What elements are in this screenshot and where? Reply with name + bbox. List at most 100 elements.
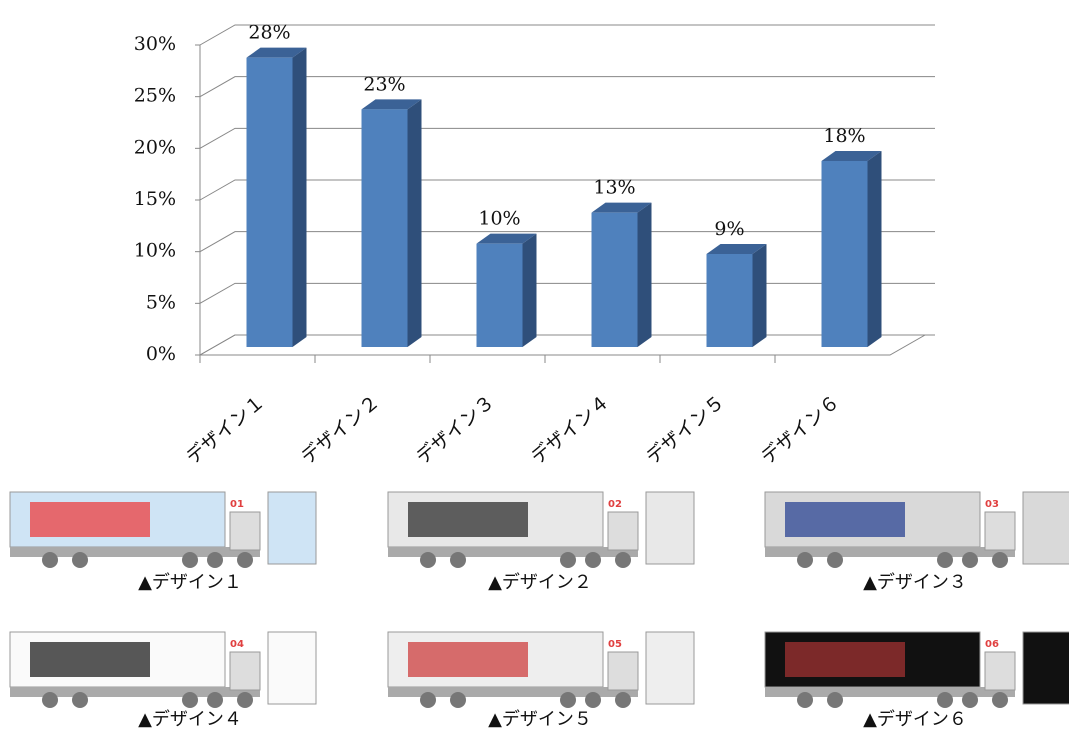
y-tick-label: 0% bbox=[146, 343, 176, 365]
grid-line bbox=[199, 76, 935, 98]
truck-image: 06 bbox=[764, 631, 1069, 708]
grid-line bbox=[199, 24, 935, 46]
wheel bbox=[237, 692, 253, 708]
value-label: 23% bbox=[363, 73, 405, 95]
bar-top bbox=[361, 99, 422, 110]
truck-badge: 02 bbox=[608, 499, 622, 510]
wheel bbox=[797, 552, 813, 568]
wheel bbox=[585, 552, 601, 568]
truck-art bbox=[785, 502, 905, 537]
grid-line bbox=[199, 334, 935, 356]
bar bbox=[706, 254, 753, 347]
value-label: 18% bbox=[823, 125, 865, 147]
truck-badge: 03 bbox=[985, 499, 999, 510]
truck-rear bbox=[1022, 491, 1069, 565]
truck-chassis bbox=[388, 547, 638, 557]
truck-art bbox=[785, 642, 905, 677]
wheel bbox=[615, 552, 631, 568]
y-tick-label: 5% bbox=[146, 291, 176, 313]
truck-chassis bbox=[10, 687, 260, 697]
truck-cab bbox=[607, 511, 639, 551]
wheel bbox=[560, 552, 576, 568]
wheel bbox=[207, 692, 223, 708]
x-tick-label: デザイン４ bbox=[527, 391, 614, 469]
wheel bbox=[182, 692, 198, 708]
wheel bbox=[237, 552, 253, 568]
caption: ▲デザイン３ bbox=[863, 572, 967, 593]
bar-side bbox=[637, 202, 652, 347]
y-tick-label: 30% bbox=[134, 33, 176, 55]
wheel bbox=[585, 692, 601, 708]
truck-art bbox=[408, 642, 528, 677]
bar-top bbox=[591, 202, 652, 213]
wheel bbox=[42, 552, 58, 568]
truck-cab bbox=[229, 651, 261, 691]
x-tick-label: デザイン２ bbox=[297, 391, 384, 469]
caption: ▲デザイン１ bbox=[138, 572, 242, 593]
truck-badge: 05 bbox=[608, 639, 622, 650]
wheel bbox=[72, 692, 88, 708]
truck-cab bbox=[984, 511, 1016, 551]
truck-art bbox=[408, 502, 528, 537]
wheel bbox=[827, 692, 843, 708]
truck-rear bbox=[267, 631, 317, 705]
truck-cab bbox=[229, 511, 261, 551]
truck-rear bbox=[1022, 631, 1069, 705]
bar-side bbox=[752, 244, 767, 347]
y-tick-label: 10% bbox=[134, 240, 176, 262]
x-tick-label: デザイン３ bbox=[412, 391, 499, 469]
bar-top bbox=[476, 233, 537, 244]
wheel bbox=[560, 692, 576, 708]
y-tick-label: 20% bbox=[134, 136, 176, 158]
grid-line bbox=[199, 127, 935, 149]
truck-image: 03 bbox=[764, 491, 1069, 568]
value-label: 13% bbox=[593, 177, 635, 199]
wheel bbox=[420, 552, 436, 568]
truck-image: 01 bbox=[9, 491, 317, 568]
wheel bbox=[992, 692, 1008, 708]
wheel bbox=[42, 692, 58, 708]
value-label: 28% bbox=[248, 22, 290, 44]
bar bbox=[591, 212, 638, 347]
x-tick-label: デザイン６ bbox=[757, 391, 844, 469]
bar bbox=[246, 57, 293, 348]
bar-top bbox=[821, 151, 882, 161]
bar-side bbox=[522, 233, 537, 347]
bar-top bbox=[706, 244, 767, 254]
wheel bbox=[450, 692, 466, 708]
truck-chassis bbox=[10, 547, 260, 557]
wheel bbox=[962, 692, 978, 708]
truck-badge: 01 bbox=[230, 499, 244, 510]
wheel bbox=[797, 692, 813, 708]
truck-chassis bbox=[765, 687, 1015, 697]
truck-badge: 04 bbox=[230, 639, 244, 650]
bar bbox=[476, 243, 523, 347]
truck-chassis bbox=[765, 547, 1015, 557]
truck-rear bbox=[645, 491, 695, 565]
wheel bbox=[182, 552, 198, 568]
caption: ▲デザイン４ bbox=[138, 709, 242, 730]
wheel bbox=[450, 552, 466, 568]
truck-cab bbox=[984, 651, 1016, 691]
y-tick-label: 15% bbox=[134, 188, 176, 210]
truck-chassis bbox=[388, 687, 638, 697]
wheel bbox=[420, 692, 436, 708]
grid-line bbox=[199, 282, 935, 304]
wheel bbox=[827, 552, 843, 568]
wheel bbox=[615, 692, 631, 708]
caption: ▲デザイン２ bbox=[488, 572, 592, 593]
floor bbox=[198, 334, 927, 356]
truck-rear bbox=[267, 491, 317, 565]
bar-side bbox=[867, 151, 882, 347]
caption: ▲デザイン６ bbox=[863, 709, 967, 730]
truck-image: 05 bbox=[387, 631, 695, 708]
wheel bbox=[962, 552, 978, 568]
wheel bbox=[992, 552, 1008, 568]
bar-side bbox=[292, 47, 307, 348]
wheel bbox=[72, 552, 88, 568]
y-tick-label: 25% bbox=[134, 85, 176, 107]
grid-line bbox=[199, 231, 935, 253]
wheel bbox=[937, 692, 953, 708]
bar bbox=[821, 161, 868, 347]
